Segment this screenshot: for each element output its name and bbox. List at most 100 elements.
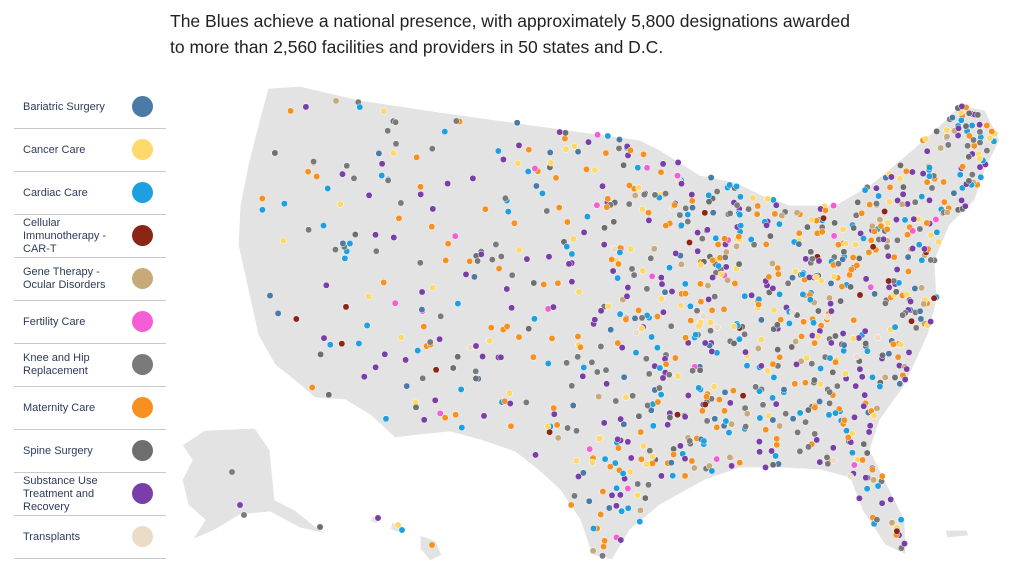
facility-dot xyxy=(898,200,906,208)
facility-dot xyxy=(655,384,663,392)
facility-dot xyxy=(715,262,722,270)
facility-dot xyxy=(789,415,797,423)
facility-dot xyxy=(839,330,847,337)
facility-dot xyxy=(807,248,815,256)
facility-dot xyxy=(721,253,729,261)
facility-dot xyxy=(932,216,940,223)
facility-dot xyxy=(825,411,833,419)
facility-dot xyxy=(802,255,810,263)
hawaii xyxy=(369,515,443,562)
facility-dot xyxy=(860,235,867,242)
facility-dot xyxy=(634,492,642,499)
facility-dot xyxy=(867,283,875,291)
facility-dot xyxy=(623,292,631,300)
facility-dot xyxy=(795,240,803,248)
facility-dot xyxy=(885,283,893,291)
facility-dot xyxy=(672,249,680,257)
facility-dot xyxy=(631,192,639,199)
facility-dot xyxy=(674,172,681,180)
facility-dot xyxy=(823,313,831,321)
facility-dot xyxy=(372,363,380,371)
facility-dot xyxy=(317,350,325,358)
legend-item: Spine Surgery xyxy=(14,430,166,473)
facility-dot xyxy=(670,451,678,458)
facility-dot xyxy=(339,170,346,178)
facility-dot xyxy=(736,193,744,201)
facility-dot xyxy=(766,232,774,240)
facility-dot xyxy=(811,339,819,347)
facility-dot xyxy=(657,168,665,176)
facility-dot xyxy=(671,354,679,362)
facility-dot xyxy=(613,484,621,492)
facility-dot xyxy=(776,353,784,361)
facility-dot xyxy=(569,235,577,243)
facility-dot xyxy=(449,364,457,372)
facility-dot xyxy=(642,355,650,363)
facility-dot xyxy=(688,191,696,199)
facility-dot xyxy=(861,327,869,335)
facility-dot xyxy=(927,231,935,239)
facility-dot xyxy=(662,360,670,368)
facility-dot xyxy=(657,295,665,303)
facility-dot xyxy=(585,497,593,505)
facility-dot xyxy=(696,280,704,288)
facility-dot xyxy=(772,201,780,209)
facility-dot xyxy=(339,239,347,247)
facility-dot xyxy=(676,442,684,450)
facility-dot xyxy=(451,232,459,240)
facility-dot xyxy=(495,265,503,273)
facility-dot xyxy=(699,312,707,320)
legend-item: Cancer Care xyxy=(14,129,166,172)
facility-dot xyxy=(707,174,715,182)
facility-dot xyxy=(905,348,913,356)
facility-dot xyxy=(713,323,721,331)
facility-dot xyxy=(866,201,874,209)
facility-dot xyxy=(831,332,839,340)
facility-dot xyxy=(656,364,664,372)
facility-dot xyxy=(643,164,651,172)
facility-dot xyxy=(922,135,930,143)
facility-dot xyxy=(390,149,398,157)
facility-dot xyxy=(274,309,282,317)
facility-dot xyxy=(858,373,866,381)
facility-dot xyxy=(824,460,832,468)
facility-dot xyxy=(504,208,512,216)
facility-dot xyxy=(810,376,818,384)
facility-dot xyxy=(596,435,603,443)
facility-dot xyxy=(444,240,452,248)
facility-dot xyxy=(555,204,563,212)
facility-dot xyxy=(700,437,708,445)
facility-dot xyxy=(894,197,902,204)
facility-dot xyxy=(681,413,689,421)
facility-dot xyxy=(429,205,437,213)
facility-dot xyxy=(640,150,647,158)
facility-dot xyxy=(391,299,399,307)
facility-dot xyxy=(384,127,392,135)
facility-dot xyxy=(508,304,516,312)
facility-dot xyxy=(855,334,863,342)
facility-dot xyxy=(442,256,450,264)
facility-dot xyxy=(862,340,870,347)
facility-dot xyxy=(750,241,758,249)
facility-dot xyxy=(800,318,808,326)
facility-dot xyxy=(842,240,850,248)
facility-dot xyxy=(554,434,562,442)
facility-dot xyxy=(701,401,709,408)
facility-dot xyxy=(840,347,848,355)
legend-swatch xyxy=(132,311,153,332)
facility-dot xyxy=(418,306,426,314)
facility-dot xyxy=(609,267,617,275)
facility-dot xyxy=(911,198,919,206)
legend-item: Cellular Immunotherapy - CAR-T xyxy=(14,215,166,258)
facility-dot xyxy=(908,317,915,325)
facility-dot xyxy=(472,367,480,375)
facility-dot xyxy=(711,293,719,301)
facility-dot xyxy=(805,443,812,451)
facility-dot xyxy=(745,205,753,213)
facility-dot xyxy=(392,118,400,126)
facility-dot xyxy=(830,232,838,240)
legend-swatch xyxy=(132,182,153,203)
facility-dot xyxy=(861,186,869,194)
facility-dot xyxy=(310,158,318,166)
facility-dot xyxy=(907,298,915,305)
